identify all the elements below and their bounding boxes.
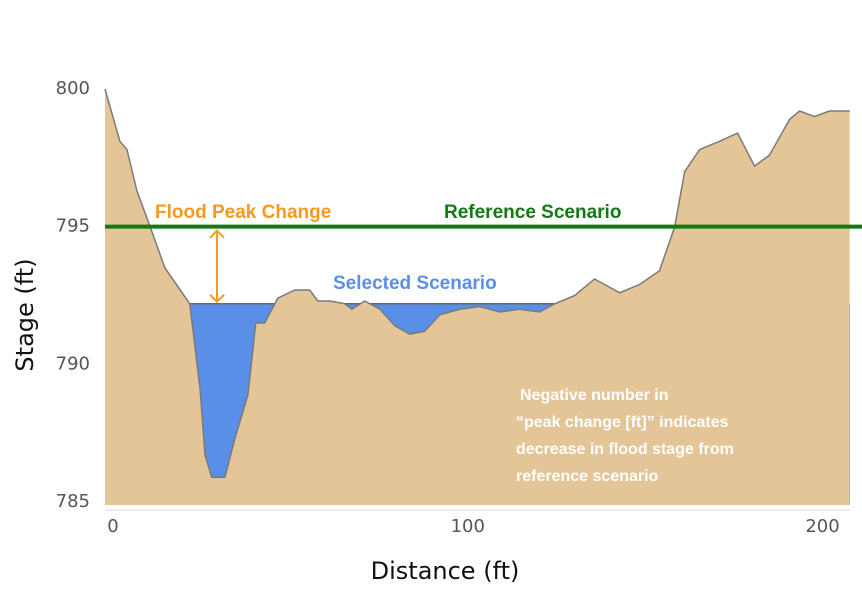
x-tick-label: 0 xyxy=(107,516,118,537)
note-line: decrease in flood stage from xyxy=(516,441,734,458)
terrain-outline xyxy=(104,88,850,478)
note-line: “peak change [ft]” indicates xyxy=(516,414,729,431)
arrow-head xyxy=(209,229,225,239)
y-tick-label: 800 xyxy=(56,78,90,99)
y-tick-label: 790 xyxy=(56,353,90,374)
x-tick-label: 100 xyxy=(451,516,485,537)
note-line: reference scenario xyxy=(516,468,659,485)
terrain xyxy=(105,89,850,505)
y-tick-label: 795 xyxy=(56,216,90,237)
arrow-head xyxy=(209,294,225,304)
x-axis-label: Distance (ft) xyxy=(371,557,520,585)
y-tick-label: 785 xyxy=(56,491,90,512)
note-line: Negative number in xyxy=(520,387,668,404)
y-axis-label: Stage (ft) xyxy=(11,258,39,371)
x-tick-label: 200 xyxy=(805,516,839,537)
reference-label: Reference Scenario xyxy=(444,202,621,223)
peak-change-label: Flood Peak Change xyxy=(155,202,331,223)
selected-label: Selected Scenario xyxy=(333,273,497,294)
